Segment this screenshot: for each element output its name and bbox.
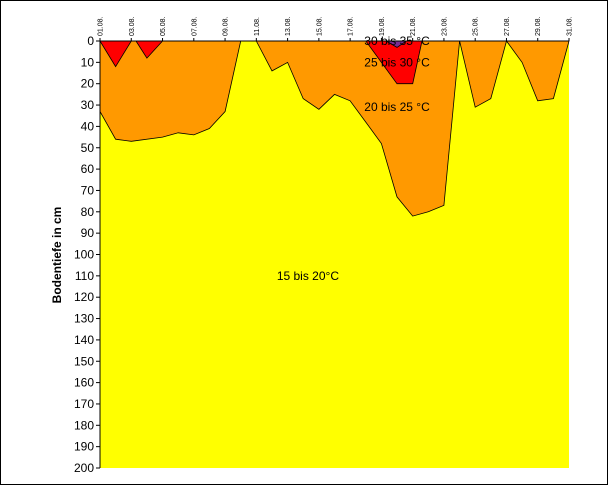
x-tick-label: 31.08. bbox=[567, 16, 574, 36]
y-tick-label: 60 bbox=[81, 162, 95, 176]
x-tick-label: 09.08. bbox=[223, 16, 230, 36]
y-tick-label: 100 bbox=[74, 248, 94, 262]
y-axis-label: Bodentiefe in cm bbox=[50, 207, 64, 304]
region-label-15-20: 15 bis 20°C bbox=[277, 269, 340, 283]
y-tick-label: 80 bbox=[81, 205, 95, 219]
y-tick-label: 160 bbox=[74, 376, 94, 390]
region-label-25-30: 25 bis 30 °C bbox=[364, 55, 430, 69]
y-tick-label: 120 bbox=[74, 290, 94, 304]
x-tick-label: 19.08. bbox=[379, 16, 386, 36]
y-tick-label: 200 bbox=[74, 461, 94, 475]
x-tick-label: 03.08. bbox=[129, 16, 136, 36]
region-label-30-35: 30 bis 35 °C bbox=[364, 34, 430, 48]
y-tick-label: 50 bbox=[81, 141, 95, 155]
y-tick-label: 30 bbox=[81, 98, 95, 112]
y-tick-label: 70 bbox=[81, 183, 95, 197]
y-tick-label: 170 bbox=[74, 397, 94, 411]
region-20-25 bbox=[99, 40, 570, 217]
x-tick-label: 21.08. bbox=[410, 16, 417, 36]
y-tick-label: 180 bbox=[74, 418, 94, 432]
y-tick-label: 10 bbox=[81, 55, 95, 69]
x-tick-label: 01.08. bbox=[98, 16, 105, 36]
x-tick-label: 27.08. bbox=[504, 16, 511, 36]
x-tick-label: 11.08. bbox=[254, 17, 261, 36]
y-tick-label: 20 bbox=[81, 77, 95, 91]
y-tick-label: 90 bbox=[81, 226, 95, 240]
x-tick-label: 05.08. bbox=[160, 16, 167, 36]
y-tick-label: 40 bbox=[81, 119, 95, 133]
x-tick-label: 25.08. bbox=[473, 16, 480, 36]
x-tick-label: 23.08. bbox=[441, 16, 448, 36]
y-tick-label: 140 bbox=[74, 333, 94, 347]
x-tick-label: 29.08. bbox=[535, 16, 542, 36]
x-tick-label: 15.08. bbox=[316, 16, 323, 36]
y-tick-label: 110 bbox=[75, 269, 94, 283]
y-tick-label: 130 bbox=[74, 312, 94, 326]
x-tick-label: 17.08. bbox=[348, 16, 355, 36]
y-tick-label: 190 bbox=[74, 440, 94, 454]
x-tick-label: 07.08. bbox=[191, 16, 198, 36]
region-label-20-25: 20 bis 25 °C bbox=[364, 100, 430, 114]
y-tick-label: 0 bbox=[87, 34, 94, 48]
x-tick-label: 13.08. bbox=[285, 16, 292, 36]
y-tick-label: 150 bbox=[74, 354, 94, 368]
